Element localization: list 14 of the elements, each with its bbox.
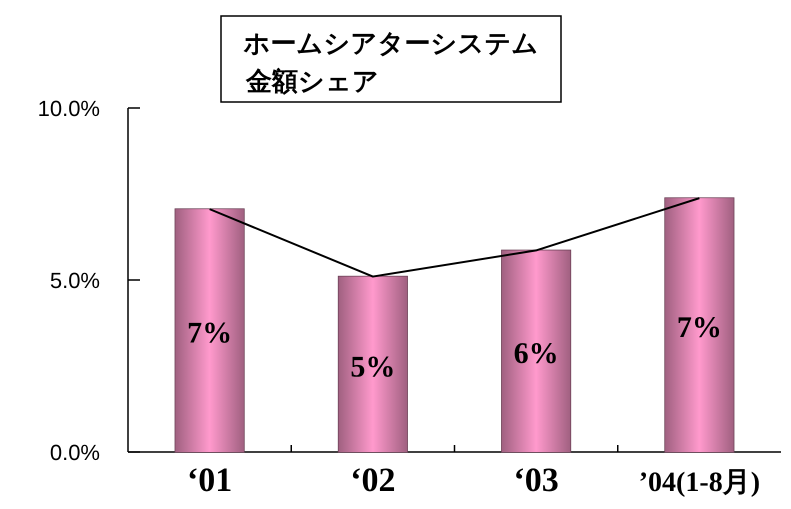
x-tick-label: ’04(1-8月): [638, 467, 760, 498]
y-tick-label: 5.0%: [50, 268, 100, 293]
chart-subtitle: 金額シェア: [245, 67, 379, 97]
data-label: 7%: [187, 316, 232, 350]
y-tick-label: 10.0%: [38, 96, 100, 121]
data-label: 5%: [350, 350, 396, 384]
line-series: [208, 197, 700, 278]
x-tick-label: ‘01: [186, 462, 232, 499]
chart-title: ホームシアターシステム: [242, 29, 538, 59]
x-tick-label: ‘02: [350, 462, 396, 499]
data-label: 6%: [514, 337, 559, 370]
x-tick-label: ‘03: [513, 462, 559, 499]
y-tick-label: 0.0%: [50, 440, 100, 465]
data-label: 7%: [676, 311, 722, 344]
